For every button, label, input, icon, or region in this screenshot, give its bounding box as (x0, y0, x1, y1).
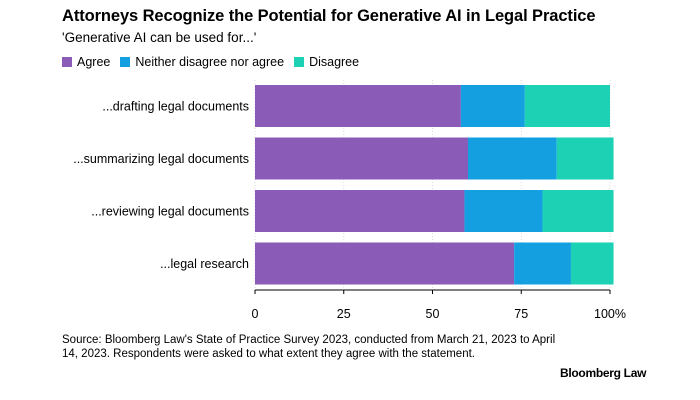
bar-3-1 (514, 242, 571, 285)
chart-title: Attorneys Recognize the Potential for Ge… (62, 7, 596, 25)
category-label-1: ...summarizing legal documents (73, 152, 249, 166)
x-tick-label-4: 100% (594, 307, 626, 321)
brand-logo: Bloomberg Law (560, 366, 647, 380)
bar-0-0 (255, 85, 461, 127)
legend-swatch-disagree (294, 57, 305, 67)
bar-chart: ...drafting legal documents ...summarizin… (73, 80, 626, 321)
category-label-0: ...drafting legal documents (102, 100, 249, 114)
chart-subtitle: 'Generative AI can be used for...' (62, 30, 257, 45)
bar-1-1 (468, 137, 557, 180)
category-label-3: ...legal research (160, 257, 249, 271)
legend-swatch-agree (62, 57, 72, 67)
bar-3-2 (570, 242, 614, 285)
legend-label-neither: Neither disagree nor agree (135, 55, 285, 69)
x-tick-label-2: 50 (426, 307, 440, 321)
x-tick-label-3: 75 (514, 307, 528, 321)
legend-swatch-neither (120, 57, 131, 67)
legend-item-disagree: Disagree (294, 55, 359, 69)
bar-2-0 (255, 190, 465, 232)
legend-label-agree: Agree (77, 55, 111, 69)
legend-label-disagree: Disagree (309, 55, 360, 69)
bar-1-0 (255, 137, 468, 180)
x-tick-label-1: 25 (337, 307, 351, 321)
category-label-2: ...reviewing legal documents (91, 205, 249, 219)
legend-item-agree: Agree (62, 55, 110, 69)
legend: Agree Neither disagree nor agree Disagre… (62, 55, 369, 69)
source-note: Source: Bloomberg Law's State of Practic… (62, 334, 556, 360)
bar-3-0 (255, 242, 515, 285)
x-tick-label-0: 0 (252, 307, 259, 321)
bar-0-1 (460, 85, 525, 127)
bar-2-2 (542, 190, 614, 232)
bar-0-2 (524, 85, 610, 127)
bar-1-2 (556, 137, 614, 180)
legend-item-neither: Neither disagree nor agree (120, 55, 284, 69)
bar-2-1 (464, 190, 543, 232)
